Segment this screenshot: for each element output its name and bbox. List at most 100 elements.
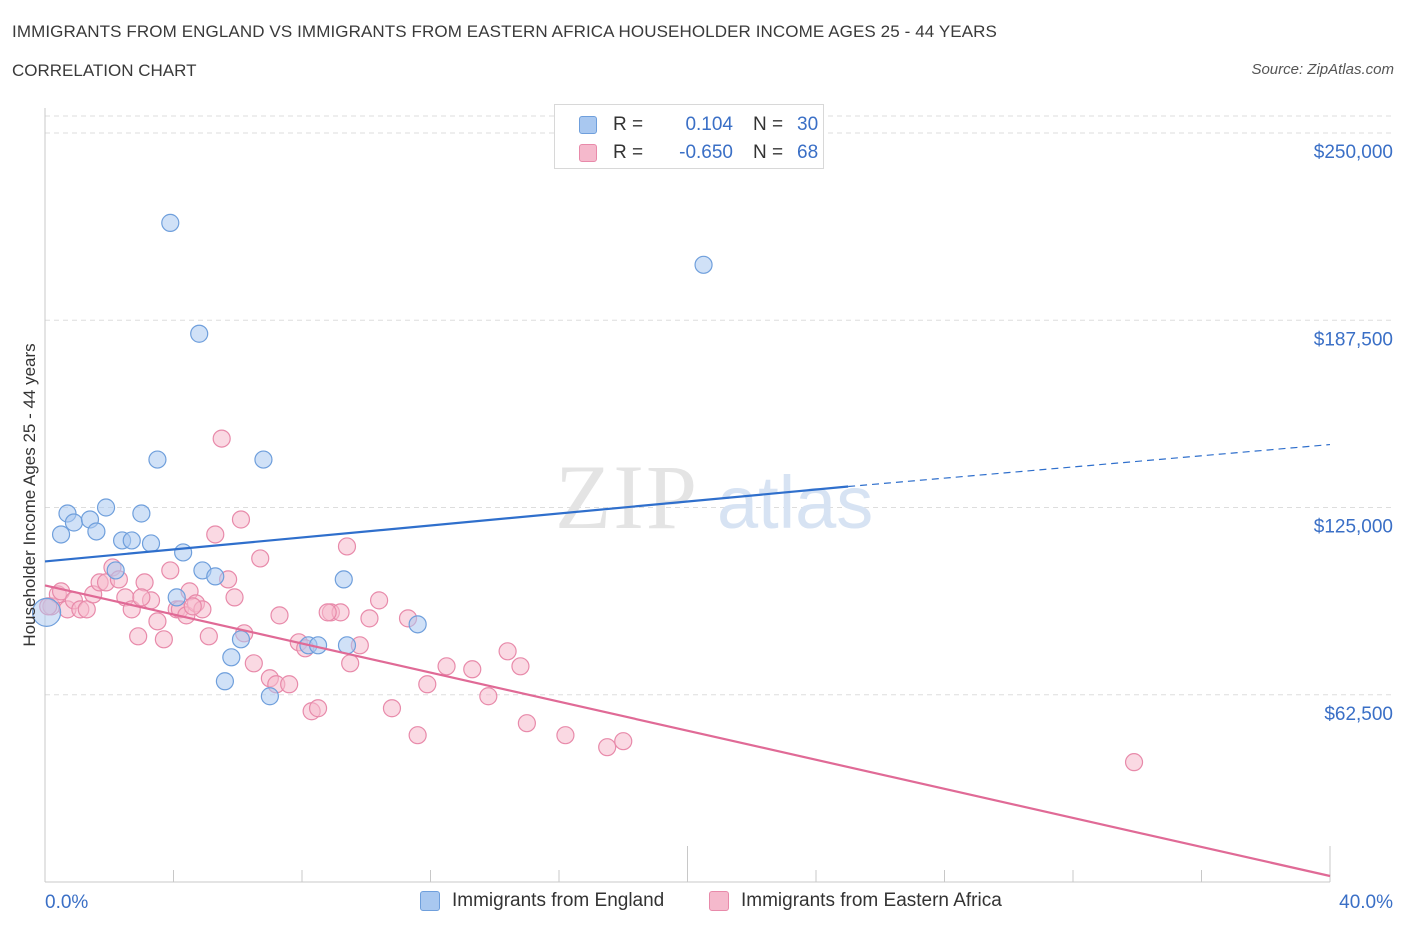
legend-r-value: -0.650 [679,142,733,163]
data-point-england [132,504,151,523]
data-point-england [167,588,186,607]
data-point-eastern-africa [132,588,151,607]
legend-n-label: N = [753,142,784,163]
data-point-england [206,567,225,586]
grid-layer [45,115,1392,696]
watermark-atlas: atlas [717,461,873,544]
data-point-england [215,672,234,691]
data-point-england [254,450,273,469]
data-point-eastern-africa [382,699,402,718]
x-tick-label: 0.0% [45,892,88,913]
chart-subtitle: CORRELATION CHART [12,61,197,80]
x-tick-label: 40.0% [1339,892,1393,913]
watermark: ZIP atlas [555,446,873,548]
data-point-england [141,534,161,553]
data-point-england [174,543,193,562]
data-point-england [32,597,62,627]
data-point-eastern-africa [341,654,360,673]
data-point-eastern-africa [511,657,530,676]
legend-n-value: 68 [797,142,819,163]
series-eastern-africa-points [39,429,1144,772]
data-point-eastern-africa [244,654,263,673]
y-tick-label: $250,000 [1314,142,1393,163]
data-point-eastern-africa [135,573,154,592]
data-point-eastern-africa [498,642,517,661]
data-point-england [64,513,84,532]
data-point-england [87,522,106,541]
data-point-eastern-africa [614,732,633,751]
data-point-england [51,525,71,544]
data-point-eastern-africa [212,429,231,448]
data-point-eastern-africa [408,726,427,745]
data-point-eastern-africa [199,627,218,646]
legend-n-label: N = [753,114,784,135]
data-point-england [161,213,180,232]
data-point-england [408,615,427,634]
data-point-eastern-africa [154,630,173,649]
correlation-legend: R = 0.104 N = 30 R = -0.650 N = 68 [554,104,824,169]
data-point-eastern-africa [251,549,270,568]
data-point-england [190,324,209,343]
data-point-england [106,561,125,580]
y-axis-label: Householder Income Ages 25 - 44 years [20,343,39,646]
chart-title: IMMIGRANTS FROM ENGLAND VS IMMIGRANTS FR… [12,22,997,41]
y-tick-label: $187,500 [1314,329,1393,350]
data-point-eastern-africa [337,537,357,556]
bottom-legend-label-england: Immigrants from England [452,890,665,911]
data-point-eastern-africa [280,675,299,694]
data-point-eastern-africa [370,591,389,610]
y-tick-label: $125,000 [1314,517,1393,538]
data-point-eastern-africa [598,738,617,757]
data-point-eastern-africa [183,597,202,616]
data-point-eastern-africa [206,525,225,544]
tick-labels: $62,500 $125,000 $187,500 $250,000 0.0% 40.0% [45,142,1393,913]
legend-swatch-england [579,116,597,134]
data-point-eastern-africa [517,714,536,733]
legend-row-eastern-africa: R = -0.650 N = 68 [579,141,818,165]
legend-r-value: 0.104 [685,114,733,135]
legend-r-label: R = [613,114,644,135]
trend-line-england [44,485,849,563]
data-point-england [222,648,241,667]
data-point-england [694,255,713,274]
data-point-eastern-africa [556,726,575,745]
series-england-points [32,213,713,706]
data-point-eastern-africa [437,657,456,676]
data-point-eastern-africa [148,612,167,631]
data-point-england [148,450,167,469]
watermark-zip: ZIP [555,446,699,548]
data-point-eastern-africa [270,606,289,625]
data-point-england [260,687,279,706]
bottom-legend-swatch-eastern-africa [709,891,729,911]
bottom-legend-swatch-england [420,891,440,911]
data-point-eastern-africa [225,588,244,607]
data-point-eastern-africa [308,699,328,718]
data-point-eastern-africa [77,600,96,619]
legend-row-england: R = 0.104 N = 30 [579,113,818,137]
data-point-england [334,570,353,589]
data-point-eastern-africa [360,609,379,628]
bottom-legend-eastern-africa: Immigrants from Eastern Africa [709,888,1002,914]
data-point-eastern-africa [161,561,180,580]
data-point-eastern-africa [129,627,148,646]
trend-line-eastern-africa [44,584,1331,878]
data-point-eastern-africa [318,603,337,622]
data-point-england [231,630,251,649]
y-tick-label: $62,500 [1324,704,1393,725]
source-label: Source: ZipAtlas.com [1251,61,1394,78]
data-point-eastern-africa [418,675,437,694]
data-point-england [122,531,141,550]
bottom-legend-england: Immigrants from England [420,888,664,914]
trend-lines [44,443,1331,878]
axis-layer [44,108,1331,883]
data-point-eastern-africa [1124,753,1144,772]
data-point-eastern-africa [463,660,482,679]
legend-n-value: 30 [797,114,819,135]
data-point-eastern-africa [479,687,498,706]
bottom-legend-label-eastern-africa: Immigrants from Eastern Africa [741,890,1002,911]
trend-line-england-extension [848,443,1331,488]
data-point-eastern-africa [231,510,251,529]
legend-swatch-eastern-africa [579,144,597,162]
data-point-england [96,498,116,517]
